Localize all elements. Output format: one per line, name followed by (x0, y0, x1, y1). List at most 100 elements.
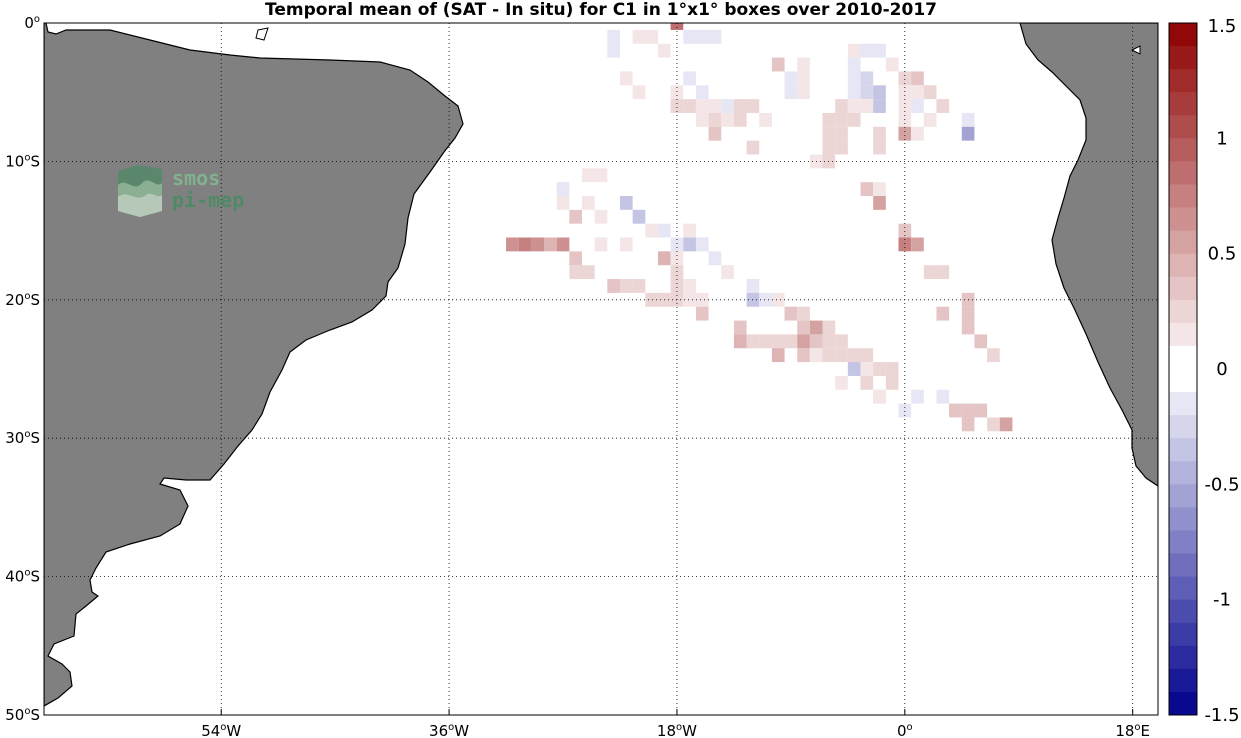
heatmap-cell (695, 99, 709, 113)
heatmap-cell (632, 209, 646, 224)
heatmap-cell (670, 237, 684, 252)
heatmap-cell (898, 223, 912, 238)
heatmap-cell (797, 334, 810, 349)
colorbar-segment (1169, 138, 1197, 162)
heatmap-cell (683, 237, 696, 252)
colorbar-segment (1169, 461, 1197, 485)
colorbar-segment (1169, 415, 1197, 439)
latitude-labels: 0o 10oS 20oS 30oS 40oS 50oS (5, 14, 40, 724)
colorbar-segment (1169, 369, 1197, 393)
heatmap-cell (607, 29, 620, 44)
heatmap-cell (746, 140, 760, 155)
heatmap-cell (847, 112, 861, 127)
heatmap-cell (898, 126, 912, 141)
heatmap-cell (746, 99, 760, 113)
heatmap-cell (695, 85, 709, 100)
heatmap-cell (721, 112, 734, 127)
heatmap-cell (961, 403, 975, 418)
heatmap-cell (670, 99, 684, 113)
heatmap-cell (835, 99, 848, 113)
heatmap-cell (695, 306, 709, 321)
heatmap-cell (936, 99, 950, 113)
heatmap-cell (847, 71, 861, 86)
heatmap-cell (632, 279, 646, 293)
heatmap-cell (923, 112, 937, 127)
heatmap-cell (961, 417, 975, 432)
heatmap-cell (911, 237, 924, 252)
latitude-tick-label: 30oS (5, 429, 40, 447)
heatmap-cell (873, 126, 886, 141)
logo-text-line1: smos (172, 166, 220, 190)
heatmap-cell (835, 126, 848, 141)
colorbar-segment (1169, 230, 1197, 255)
latitude-tick-label: 50oS (5, 706, 40, 724)
heatmap-cell (657, 43, 671, 58)
colorbar-segment (1169, 438, 1197, 462)
heatmap-cell (683, 292, 696, 307)
heatmap-cell (911, 71, 924, 86)
smos-pimep-logo: smos pi-mep (116, 163, 256, 223)
heatmap-cell (670, 251, 684, 266)
colorbar-tick-label: -1 (1213, 590, 1231, 611)
heatmap-cell (632, 29, 646, 44)
colorbar-segment (1169, 161, 1197, 185)
heatmap-cell (582, 168, 595, 183)
colorbar-segment (1169, 668, 1197, 693)
longitude-tick-label: 0o (897, 722, 913, 738)
latitude-tick-label: 0o (24, 14, 40, 32)
heatmap-cell (784, 71, 798, 86)
heatmap-cell (873, 182, 886, 196)
heatmap-cell (809, 348, 823, 363)
colorbar-segment (1169, 23, 1197, 47)
heatmap-cell (999, 417, 1013, 432)
heatmap-cell (708, 99, 722, 113)
heatmap-cell (594, 168, 608, 183)
graticule (44, 23, 1158, 715)
latitude-tick-label: 20oS (5, 291, 40, 309)
heatmap-cell (619, 279, 633, 293)
heatmap-cell (961, 112, 975, 127)
heatmap-cell (759, 112, 772, 127)
heatmap-cell (746, 279, 760, 293)
heatmap-cell (645, 29, 658, 44)
heatmap-cell (822, 334, 836, 349)
heatmap-cell (771, 348, 785, 363)
heatmap-cell (619, 237, 633, 252)
heatmap-cell (835, 112, 848, 127)
heatmap-cell (569, 209, 583, 224)
heatmap-cell (898, 99, 912, 113)
heatmap-cell (607, 279, 620, 293)
heatmap-cell (873, 196, 886, 210)
heatmap-cell (531, 237, 545, 252)
heatmap-cell (873, 85, 886, 100)
heatmap-cell (885, 362, 899, 376)
heatmap-cell (835, 140, 848, 155)
heatmap-cell (733, 99, 747, 113)
heatmap-cell (518, 237, 532, 252)
heatmap-cell (873, 99, 886, 113)
colorbar-frame (1168, 22, 1198, 716)
colorbar-segment (1169, 645, 1197, 670)
heatmap-cell (556, 237, 570, 252)
heatmap-cell (582, 196, 595, 210)
heatmap-cell (974, 403, 988, 418)
longitude-tick-label: 54oW (201, 722, 241, 738)
heatmap-cell (544, 237, 557, 252)
heatmap-cell (683, 279, 696, 293)
heatmap-cell (936, 265, 950, 280)
colorbar-segment (1169, 691, 1197, 716)
heatmap-cell (683, 29, 696, 44)
heatmap-cell (695, 112, 709, 127)
colorbar-segment (1169, 345, 1197, 370)
colorbar-segment (1169, 553, 1197, 578)
heatmap-cell (911, 85, 924, 100)
heatmap-cell (847, 57, 861, 72)
heatmap-cell (797, 57, 810, 72)
heatmap-cell (847, 43, 861, 58)
heatmap-cell (898, 237, 912, 252)
heatmap-cell (708, 251, 722, 266)
heatmap-cell (657, 223, 671, 238)
heatmap-cell (569, 251, 583, 266)
data-cells (506, 23, 1013, 432)
colorbar-segment (1169, 115, 1197, 139)
